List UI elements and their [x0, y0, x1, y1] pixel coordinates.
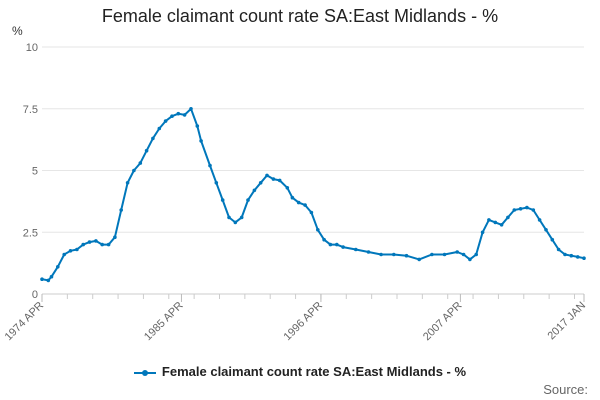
data-point — [430, 252, 434, 257]
data-point — [354, 247, 358, 252]
data-point — [556, 247, 561, 252]
data-point — [214, 181, 219, 185]
legend[interactable]: Female claimant count rate SA:East Midla… — [0, 364, 600, 379]
data-point — [49, 274, 54, 279]
data-point — [366, 250, 371, 254]
data-point — [285, 186, 290, 190]
chart-title: Female claimant count rate SA:East Midla… — [101, 6, 499, 26]
data-point — [132, 168, 136, 173]
data-point — [189, 107, 193, 111]
data-point — [531, 208, 536, 212]
legend-symbol-icon — [133, 369, 156, 376]
data-point — [309, 210, 314, 215]
data-point — [75, 247, 79, 252]
x-tick-label: 1996 APR — [282, 300, 326, 344]
data-point — [62, 252, 66, 257]
data-point — [296, 200, 301, 205]
legend-label: Female claimant count rate SA:East Midla… — [161, 364, 467, 379]
data-point — [208, 163, 212, 168]
data-point — [575, 255, 580, 259]
data-point — [81, 242, 85, 247]
data-point — [322, 237, 326, 242]
data-point — [163, 119, 168, 123]
y-axis-unit-label: % — [12, 24, 23, 38]
data-point — [265, 173, 269, 178]
data-point — [518, 207, 523, 211]
data-point — [512, 208, 517, 212]
data-point — [138, 161, 143, 165]
data-point — [233, 220, 238, 225]
y-tick-label: 5 — [32, 166, 38, 178]
data-point — [199, 139, 203, 143]
axes: 0 2.5 5 7.5 10 1974 APR 1985 APR 1996 APR 2007 A… — [3, 42, 589, 343]
y-tick-label: 10 — [26, 42, 38, 54]
data-point — [569, 253, 574, 258]
data-point — [87, 240, 92, 244]
data-point — [157, 126, 162, 131]
data-point — [316, 228, 320, 232]
data-point — [258, 181, 263, 185]
data-point — [46, 278, 51, 283]
data-point — [151, 136, 155, 141]
y-tick-label: 0 — [32, 289, 38, 301]
series-layer — [40, 107, 586, 283]
data-point — [328, 242, 333, 247]
data-point — [442, 252, 447, 257]
data-point — [144, 148, 149, 153]
data-point — [544, 228, 548, 232]
data-point — [455, 250, 460, 254]
data-point — [56, 265, 60, 269]
data-point — [417, 257, 422, 262]
y-tick-label: 2.5 — [23, 227, 38, 239]
data-point — [40, 277, 44, 282]
data-point — [125, 181, 130, 185]
data-point — [335, 242, 339, 247]
data-point — [106, 242, 111, 247]
data-point — [525, 205, 529, 210]
data-point — [119, 208, 123, 212]
data-point — [100, 242, 104, 247]
x-tick-label: 1974 APR — [3, 300, 47, 344]
data-point — [252, 188, 257, 193]
y-tick-label: 7.5 — [23, 104, 38, 116]
data-point — [474, 252, 479, 257]
data-point — [468, 257, 472, 262]
data-point — [94, 239, 98, 243]
data-point — [404, 253, 409, 258]
data-point — [68, 249, 73, 253]
data-point — [563, 252, 567, 257]
data-point — [493, 220, 498, 225]
data-point — [290, 195, 295, 200]
data-point — [220, 198, 225, 202]
data-point — [170, 114, 174, 118]
data-point — [246, 198, 250, 202]
x-tick-label: 2007 APR — [421, 300, 465, 344]
data-point — [239, 215, 244, 220]
data-point — [537, 218, 542, 222]
data-point — [480, 230, 485, 235]
data-point — [182, 113, 187, 117]
data-point — [506, 215, 510, 220]
source-label: Source: — [543, 382, 588, 397]
data-point — [277, 178, 282, 183]
data-point — [499, 223, 504, 227]
series-line — [41, 107, 585, 282]
data-point — [227, 215, 231, 220]
data-point — [487, 218, 491, 222]
data-point — [303, 203, 307, 207]
data-point — [271, 177, 276, 181]
data-point — [582, 256, 586, 261]
x-tick-label: 2017 JAN — [545, 300, 588, 343]
data-point — [392, 252, 396, 257]
data-point — [176, 111, 181, 116]
data-point — [341, 245, 345, 249]
data-point — [195, 124, 200, 128]
data-point — [379, 252, 383, 257]
x-tick-label: 1985 APR — [142, 300, 186, 344]
data-point — [113, 235, 117, 239]
data-point — [550, 237, 555, 242]
data-point — [461, 252, 466, 257]
